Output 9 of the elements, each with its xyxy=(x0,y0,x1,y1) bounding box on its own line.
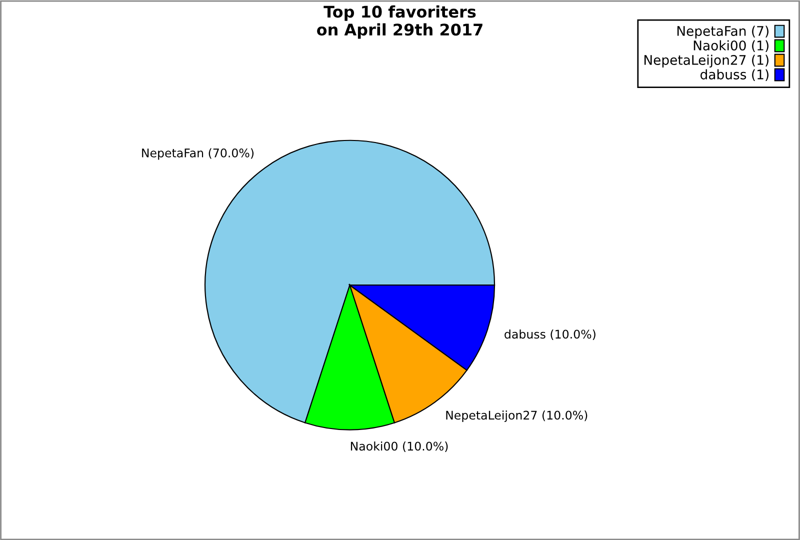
legend-label: NepetaLeijon27 (1) xyxy=(644,54,768,68)
legend-label: dabuss (1) xyxy=(700,69,768,81)
data-label: dabuss (10.0%) xyxy=(504,329,596,340)
data-label: NepetaLeijon27 (10.0%) xyxy=(446,410,588,422)
legend-label: Naoki00 (1) xyxy=(694,40,768,52)
data-label: Naoki00 (10.0%) xyxy=(350,441,448,452)
data-label: NepetaFan (70.0%) xyxy=(142,148,254,160)
legend-label: NepetaFan (7) xyxy=(677,26,768,39)
chart-title: Top 10 favoriters on April 29th 2017 xyxy=(317,5,482,39)
